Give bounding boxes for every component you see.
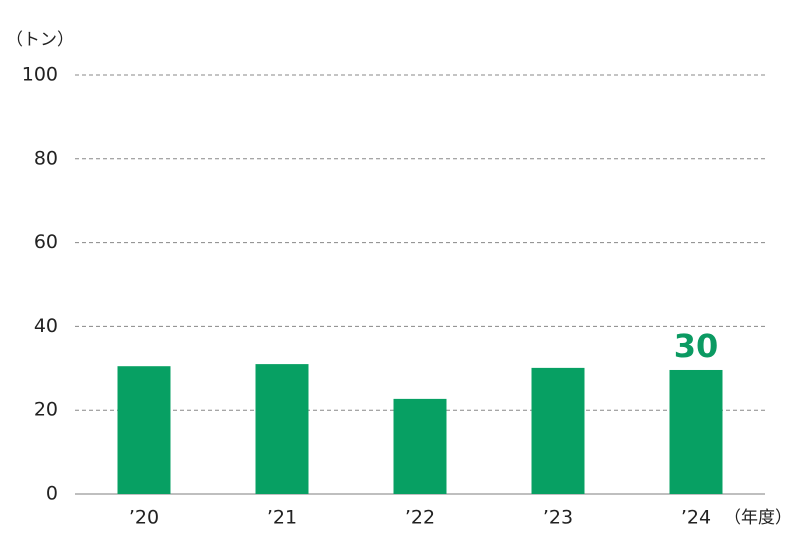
x-tick-label: ’24 bbox=[681, 507, 711, 529]
y-tick-label: 80 bbox=[34, 147, 58, 169]
x-tick-label: ’23 bbox=[543, 507, 573, 529]
x-axis-label: （年度） bbox=[724, 508, 792, 528]
x-tick-label: ’22 bbox=[405, 507, 435, 529]
y-tick-label: 40 bbox=[34, 315, 58, 337]
y-tick-label: 20 bbox=[34, 399, 58, 421]
y-tick-label: 0 bbox=[46, 483, 58, 505]
x-tick-label: ’21 bbox=[267, 507, 297, 529]
x-tick-label: ’20 bbox=[129, 507, 159, 529]
bar bbox=[669, 369, 723, 494]
bar bbox=[393, 398, 447, 494]
y-tick-label: 60 bbox=[34, 231, 58, 253]
bar bbox=[117, 366, 171, 494]
bar bbox=[531, 367, 585, 494]
y-tick-label: 100 bbox=[22, 64, 58, 86]
bar bbox=[255, 364, 309, 494]
value-label: 30 bbox=[674, 327, 719, 365]
y-axis-label: （トン） bbox=[6, 30, 74, 50]
